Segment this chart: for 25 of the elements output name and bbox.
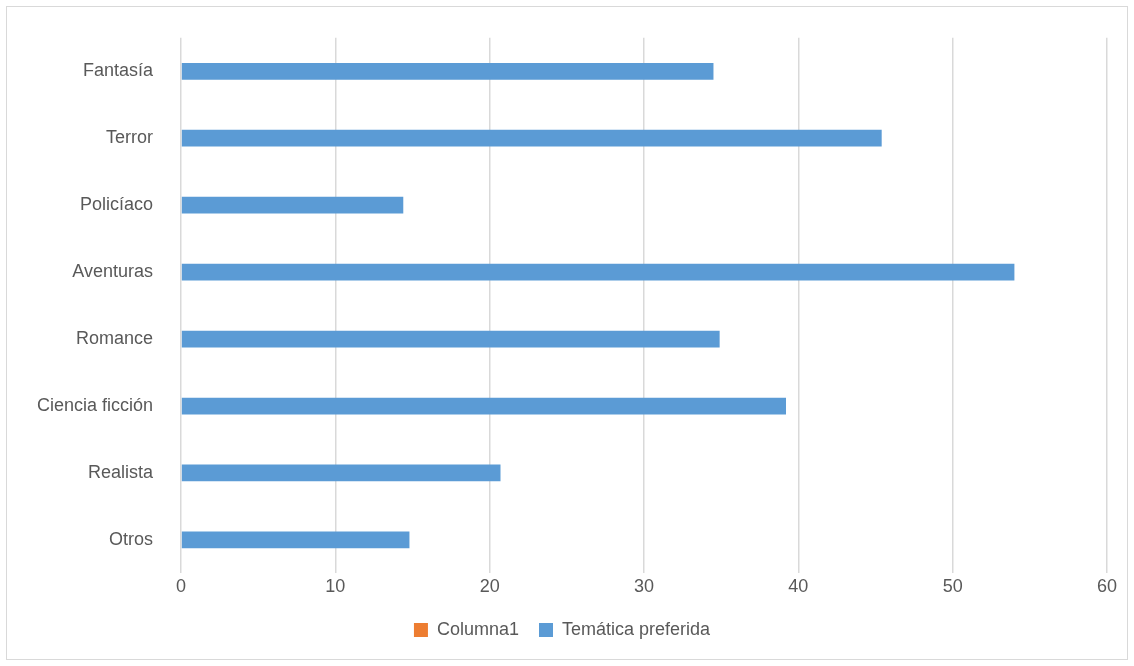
bar — [181, 464, 501, 482]
legend-label: Temática preferida — [561, 618, 712, 639]
x-tick-label: 40 — [788, 576, 809, 597]
bar — [181, 263, 1015, 281]
x-tick-label: 50 — [942, 576, 963, 597]
x-tick-label: 60 — [1096, 576, 1118, 597]
y-tick-label: Fantasía — [83, 60, 155, 81]
x-tick-label: 10 — [325, 576, 346, 597]
y-tick-label: Terror — [106, 127, 154, 148]
bar — [181, 531, 410, 549]
y-tick-label: Ciencia ficción — [36, 394, 154, 415]
x-tick-label: 20 — [479, 576, 500, 597]
x-tick-label: 0 — [176, 576, 187, 597]
bar — [181, 129, 882, 147]
bar — [181, 397, 786, 415]
bar — [181, 62, 714, 80]
legend-label: Columna1 — [436, 618, 519, 639]
y-tick-label: Policíaco — [80, 194, 154, 215]
x-tick-label: 30 — [634, 576, 655, 597]
y-tick-label: Realista — [88, 461, 155, 482]
y-tick-label: Aventuras — [72, 261, 154, 282]
y-tick-label: Romance — [76, 328, 154, 349]
bar — [181, 196, 404, 214]
y-tick-label: Otros — [109, 528, 154, 549]
bar — [181, 330, 720, 348]
